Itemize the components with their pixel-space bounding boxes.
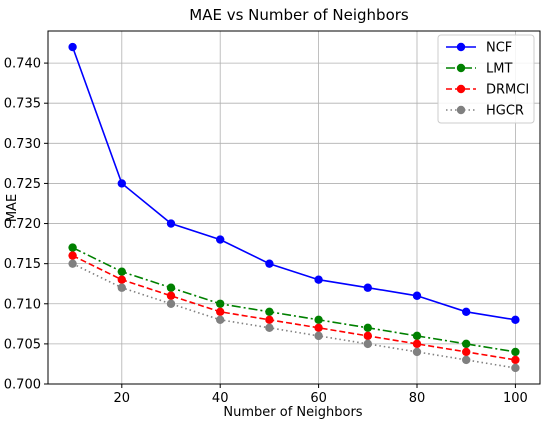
data-point: [363, 283, 372, 292]
legend-label: LMT: [486, 62, 512, 77]
series-drmci: [68, 251, 520, 365]
legend-marker: [456, 84, 466, 94]
x-tick-label: 60: [310, 391, 327, 406]
data-point: [412, 347, 422, 357]
axes: 20 40 60 80 100 0.700 0.705 0.710 0.715 0.720 0.72…: [4, 30, 541, 406]
legend-label: NCF: [486, 41, 512, 56]
y-tick-label: 0.700: [4, 378, 41, 393]
data-point: [166, 291, 176, 300]
y-tick-label: 0.720: [4, 217, 41, 232]
y-tick-label: 0.735: [4, 97, 41, 112]
data-point: [511, 363, 520, 373]
series-layer: [68, 42, 520, 373]
data-point: [117, 275, 127, 284]
data-point: [462, 307, 471, 316]
data-point: [314, 315, 323, 325]
legend-label: DRMCI: [486, 83, 529, 98]
data-point: [462, 347, 471, 357]
y-tick-label: 0.710: [4, 297, 41, 312]
y-tick-label: 0.725: [4, 177, 41, 192]
data-point: [265, 315, 274, 325]
y-tick-label: 0.715: [4, 257, 41, 272]
legend-item: NCF: [446, 41, 512, 56]
data-point: [462, 339, 471, 349]
data-point: [314, 323, 323, 333]
legend-marker: [456, 105, 466, 115]
data-point: [166, 283, 176, 292]
data-point: [314, 331, 323, 341]
data-point: [117, 179, 127, 188]
data-point: [216, 307, 225, 316]
data-point: [68, 259, 77, 268]
data-point: [216, 235, 225, 244]
data-point: [412, 331, 422, 341]
data-point: [166, 219, 176, 228]
series-ncf: [68, 42, 520, 325]
data-point: [117, 283, 127, 292]
data-point: [265, 307, 274, 316]
series-lmt: [68, 243, 520, 357]
x-tick-label: 80: [409, 391, 426, 406]
data-point: [511, 315, 520, 325]
data-point: [117, 267, 127, 276]
y-axis-title: MAE: [5, 194, 20, 222]
legend-item: DRMCI: [446, 83, 529, 98]
data-point: [462, 355, 471, 365]
data-point: [216, 299, 225, 308]
x-tick-label: 40: [212, 391, 229, 406]
legend-marker: [456, 42, 466, 52]
x-axis-title: Number of Neighbors: [223, 405, 362, 420]
data-point: [265, 259, 274, 268]
data-point: [314, 275, 323, 284]
data-point: [166, 299, 176, 308]
data-point: [412, 291, 422, 300]
series-hgcr: [68, 259, 520, 373]
y-tick-label: 0.705: [4, 337, 41, 352]
x-tick-label: 20: [114, 391, 131, 406]
series-line-ncf: [71, 46, 516, 321]
series-line-lmt: [72, 246, 516, 353]
data-point: [511, 355, 520, 365]
data-point: [68, 251, 77, 260]
plot-frame: [47, 30, 541, 385]
data-point: [265, 323, 274, 333]
legend-label: HGCR: [486, 104, 524, 119]
legend-item: LMT: [446, 62, 512, 77]
data-point: [68, 42, 77, 52]
data-point: [363, 323, 372, 333]
data-point: [412, 339, 422, 349]
y-tick-label: 0.740: [4, 57, 41, 72]
data-point: [363, 331, 372, 341]
data-point: [363, 339, 372, 349]
series-line-hgcr: [72, 262, 516, 369]
data-point: [511, 347, 520, 357]
legend: NCF LMT DRMCI HGCR: [437, 34, 535, 124]
x-tick-label: 100: [503, 391, 528, 406]
legend-box: [437, 34, 535, 124]
legend-marker: [456, 63, 466, 73]
data-point: [68, 243, 77, 252]
chart-title: MAE vs Number of Neighbors: [189, 6, 409, 24]
data-point: [216, 315, 225, 325]
legend-item: HGCR: [446, 104, 524, 119]
y-tick-label: 0.730: [4, 137, 41, 152]
series-line-drmci: [72, 254, 516, 361]
